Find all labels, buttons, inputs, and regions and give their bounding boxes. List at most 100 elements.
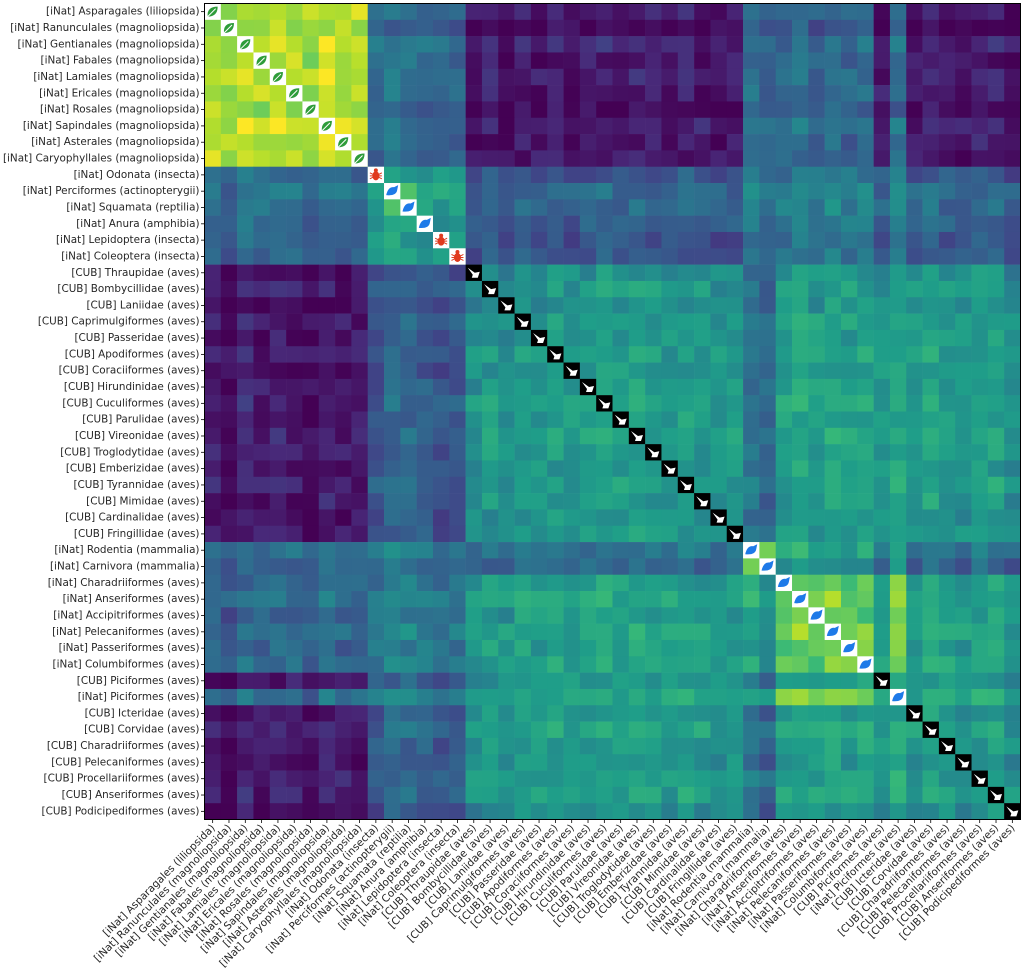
heatmap-cell bbox=[808, 215, 825, 233]
heatmap-cell bbox=[628, 329, 646, 347]
heatmap-cell bbox=[204, 672, 222, 690]
heatmap-cell bbox=[449, 558, 466, 575]
heatmap-cell bbox=[1004, 542, 1021, 559]
heatmap-cell bbox=[726, 150, 744, 167]
heatmap-cell bbox=[286, 607, 303, 624]
heatmap-cell bbox=[873, 297, 891, 314]
heatmap-cell bbox=[579, 476, 597, 494]
heatmap-cell bbox=[873, 754, 891, 771]
heatmap-cell bbox=[840, 117, 858, 135]
heatmap-cell bbox=[432, 297, 450, 314]
heatmap-cell bbox=[220, 215, 238, 233]
heatmap-cell bbox=[971, 378, 989, 396]
heatmap-cell bbox=[628, 183, 646, 200]
heatmap-cell bbox=[335, 737, 352, 755]
heatmap-cell bbox=[302, 346, 320, 363]
heatmap-cell bbox=[220, 378, 238, 396]
heatmap-cell bbox=[563, 525, 581, 543]
heatmap-cell bbox=[922, 362, 940, 380]
heatmap-cell bbox=[269, 803, 287, 820]
heatmap-cell bbox=[645, 591, 662, 608]
heatmap-cell bbox=[628, 509, 646, 527]
heatmap-cell bbox=[955, 656, 972, 673]
heatmap-cell bbox=[677, 166, 695, 184]
heatmap-cell bbox=[220, 737, 238, 755]
heatmap-cell bbox=[465, 444, 483, 461]
heatmap-cell bbox=[792, 786, 809, 804]
heatmap-cell bbox=[873, 264, 891, 282]
heatmap-cell bbox=[432, 754, 450, 771]
heatmap-cell bbox=[1004, 36, 1021, 53]
heatmap-cell bbox=[351, 656, 368, 673]
heatmap-cell bbox=[335, 264, 352, 282]
heatmap-cell bbox=[335, 509, 352, 527]
bird-icon bbox=[906, 705, 923, 722]
heatmap-cell bbox=[318, 183, 336, 200]
heatmap-cell bbox=[906, 395, 923, 412]
heatmap-cell bbox=[661, 542, 679, 559]
heatmap-cell bbox=[449, 378, 466, 396]
heatmap-cell bbox=[775, 688, 793, 706]
heatmap-cell bbox=[465, 607, 483, 624]
heatmap-cell bbox=[514, 639, 532, 657]
heatmap-cell bbox=[351, 166, 368, 184]
heatmap-cell bbox=[514, 411, 532, 429]
heatmap-cell bbox=[824, 542, 842, 559]
heatmap-cell bbox=[726, 688, 744, 706]
heatmap-cell bbox=[449, 574, 466, 592]
heatmap-cell bbox=[857, 215, 874, 233]
heatmap-cell bbox=[432, 688, 450, 706]
heatmap-cell bbox=[400, 329, 417, 347]
heatmap-cell bbox=[759, 672, 776, 690]
animal-icon bbox=[400, 199, 417, 216]
heatmap-cell bbox=[792, 656, 809, 673]
heatmap-cell bbox=[824, 411, 842, 429]
y-tick-label: [iNat] Squamata (reptilia) bbox=[66, 202, 199, 214]
heatmap-cell bbox=[481, 705, 499, 722]
heatmap-cell bbox=[889, 591, 907, 608]
heatmap-cell bbox=[808, 639, 825, 657]
heatmap-cell bbox=[286, 3, 303, 21]
heatmap-cell bbox=[889, 656, 907, 673]
heatmap-cell bbox=[530, 525, 548, 543]
heatmap-cell bbox=[726, 3, 744, 21]
heatmap-cell bbox=[987, 313, 1005, 331]
heatmap-cell bbox=[775, 313, 793, 331]
heatmap-cell bbox=[759, 803, 776, 820]
heatmap-cell bbox=[481, 199, 499, 216]
heatmap-cell bbox=[808, 362, 825, 380]
heatmap-cell bbox=[612, 672, 630, 690]
y-tick-label: [iNat] Ericales (magnoliopsida) bbox=[39, 87, 199, 99]
heatmap-cell bbox=[302, 721, 320, 739]
heatmap-cell bbox=[840, 754, 858, 771]
heatmap-cell bbox=[547, 117, 564, 135]
heatmap-cell bbox=[335, 770, 352, 788]
heatmap-cell bbox=[792, 737, 809, 755]
heatmap-cell bbox=[612, 215, 630, 233]
heatmap-cell bbox=[857, 754, 874, 771]
heatmap-cell bbox=[465, 754, 483, 771]
heatmap-cell bbox=[547, 134, 564, 151]
heatmap-cell bbox=[759, 36, 776, 53]
heatmap-cell bbox=[269, 134, 287, 151]
heatmap-cell bbox=[873, 395, 891, 412]
heatmap-cell bbox=[269, 199, 287, 216]
heatmap-cell bbox=[286, 166, 303, 184]
heatmap-cell bbox=[269, 85, 287, 102]
heatmap-cell bbox=[808, 134, 825, 151]
heatmap-cell bbox=[824, 558, 842, 575]
heatmap-cell bbox=[824, 231, 842, 249]
heatmap-cell bbox=[400, 721, 417, 739]
heatmap-cell bbox=[677, 591, 695, 608]
heatmap-cell bbox=[465, 3, 483, 21]
heatmap-cell bbox=[792, 329, 809, 347]
heatmap-cell bbox=[465, 427, 483, 445]
heatmap-cell bbox=[481, 362, 499, 380]
heatmap-cell bbox=[530, 36, 548, 53]
heatmap-cell bbox=[743, 36, 760, 53]
heatmap-cell bbox=[840, 427, 858, 445]
animal-icon bbox=[889, 688, 907, 706]
heatmap-cell bbox=[775, 754, 793, 771]
heatmap-cell bbox=[286, 362, 303, 380]
heatmap-cell bbox=[253, 199, 271, 216]
